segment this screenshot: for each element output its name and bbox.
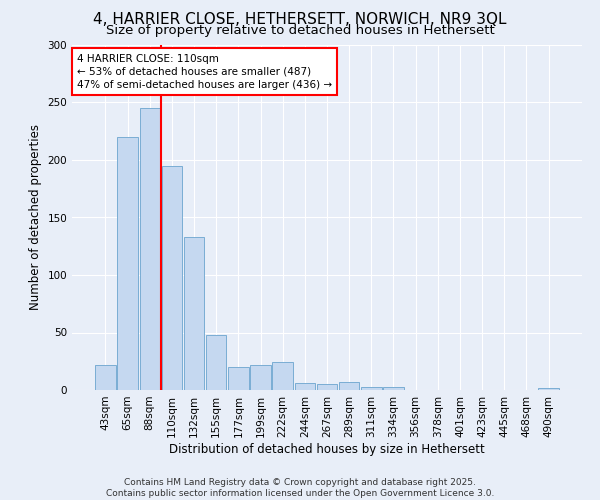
Bar — [228, 367, 248, 390]
Bar — [361, 386, 382, 390]
Bar — [206, 335, 226, 390]
Bar — [140, 108, 160, 390]
Text: Size of property relative to detached houses in Hethersett: Size of property relative to detached ho… — [106, 24, 494, 37]
Bar — [538, 388, 559, 390]
Bar — [118, 137, 138, 390]
Bar — [184, 237, 204, 390]
Bar — [272, 362, 293, 390]
Text: Contains HM Land Registry data © Crown copyright and database right 2025.
Contai: Contains HM Land Registry data © Crown c… — [106, 478, 494, 498]
Bar — [95, 364, 116, 390]
X-axis label: Distribution of detached houses by size in Hethersett: Distribution of detached houses by size … — [169, 442, 485, 456]
Bar — [317, 384, 337, 390]
Y-axis label: Number of detached properties: Number of detached properties — [29, 124, 42, 310]
Bar — [383, 386, 404, 390]
Bar — [295, 383, 315, 390]
Text: 4, HARRIER CLOSE, HETHERSETT, NORWICH, NR9 3QL: 4, HARRIER CLOSE, HETHERSETT, NORWICH, N… — [93, 12, 507, 28]
Bar — [161, 166, 182, 390]
Bar — [250, 364, 271, 390]
Text: 4 HARRIER CLOSE: 110sqm
← 53% of detached houses are smaller (487)
47% of semi-d: 4 HARRIER CLOSE: 110sqm ← 53% of detache… — [77, 54, 332, 90]
Bar — [339, 382, 359, 390]
